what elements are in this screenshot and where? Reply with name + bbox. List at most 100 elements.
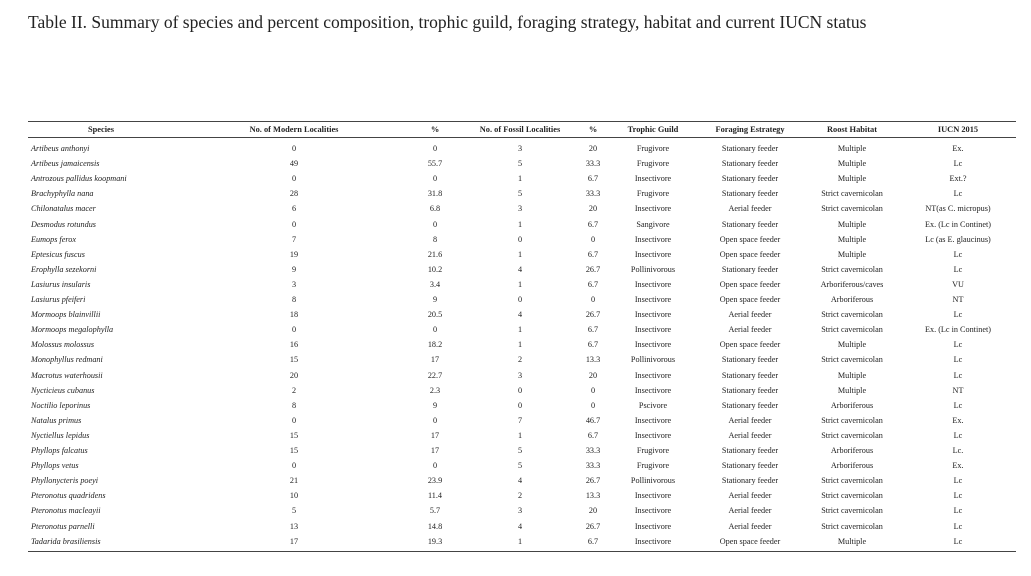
cell-fossil-localities: 0 (517, 385, 523, 395)
cell-modern-localities: 2 (291, 385, 297, 395)
cell-trophic-guild: Insectivore (634, 249, 672, 259)
cell-foraging-strategy: Stationary feeder (721, 385, 779, 395)
cell-modern-localities: 15 (289, 446, 299, 455)
cell-trophic-guild: Insectivore (634, 491, 672, 501)
cell-trophic-guild: Insectivore (634, 310, 672, 320)
cell-species: Mormoops megalophylla (31, 325, 114, 335)
cell-foraging-strategy: Stationary feeder (721, 461, 779, 471)
table-row: Macrotus waterhousii 20 22.7 3 20 Insectivore… (28, 368, 1016, 383)
cell-modern-percent: 2.3 (429, 385, 441, 395)
cell-fossil-percent: 6.7 (587, 325, 599, 335)
cell-trophic-guild: Insectivore (634, 295, 672, 304)
cell-fossil-localities: 1 (517, 174, 523, 184)
cell-modern-localities: 0 (291, 174, 297, 184)
table-caption: Table II. Summary of species and percent… (28, 12, 867, 32)
cell-trophic-guild: Frugivore (636, 461, 670, 471)
cell-foraging-strategy: Open space feeder (719, 234, 781, 244)
cell-modern-percent: 55.7 (427, 159, 443, 169)
cell-modern-percent: 18.2 (427, 340, 443, 350)
cell-fossil-percent: 33.3 (585, 159, 601, 169)
cell-fossil-localities: 3 (517, 506, 523, 516)
cell-species: Pteronotus parnelli (31, 521, 95, 531)
cell-species: Phyllops falcatus (31, 446, 88, 455)
cell-fossil-percent: 6.7 (587, 340, 599, 350)
cell-roost-habitat: Strict cavernicolan (821, 310, 883, 320)
cell-modern-percent: 5.7 (429, 506, 441, 516)
header-trophic-guild: Trophic Guild (627, 125, 679, 134)
cell-roost-habitat: Strict cavernicolan (821, 491, 883, 501)
table-row: Pteronotus quadridens 10 11.4 2 13.3 Insectiv… (28, 488, 1016, 503)
cell-modern-localities: 49 (289, 159, 299, 169)
cell-modern-localities: 20 (289, 370, 299, 380)
cell-foraging-strategy: Aerial feeder (728, 325, 772, 335)
header-fossil-percent: % (588, 125, 598, 134)
table-row: Lasiurus insularis 3 3.4 1 6.7 Insectivore Ope… (28, 277, 1016, 292)
cell-modern-localities: 15 (289, 430, 299, 440)
cell-foraging-strategy: Stationary feeder (721, 400, 779, 410)
header-modern-localities: No. of Modern Localities (249, 125, 339, 134)
cell-fossil-percent: 26.7 (585, 264, 601, 274)
cell-species: Phyllonycteris poeyi (31, 476, 99, 486)
cell-modern-percent: 19.3 (427, 536, 443, 546)
cell-foraging-strategy: Stationary feeder (721, 144, 779, 153)
cell-trophic-guild: Insectivore (634, 204, 672, 214)
cell-species: Phyllops vetus (31, 461, 79, 471)
cell-fossil-localities: 0 (517, 400, 523, 410)
cell-roost-habitat: Strict cavernicolan (821, 506, 883, 516)
cell-iucn-status: Lc (953, 340, 963, 350)
cell-fossil-localities: 5 (517, 189, 523, 199)
table-top-rule (28, 121, 1016, 122)
cell-species: Monophyllus redmani (31, 355, 103, 365)
cell-roost-habitat: Arboriferous (830, 400, 874, 410)
cell-fossil-percent: 26.7 (585, 476, 601, 486)
cell-fossil-percent: 6.7 (587, 430, 599, 440)
cell-fossil-localities: 5 (517, 446, 523, 455)
cell-modern-localities: 18 (289, 310, 299, 320)
cell-roost-habitat: Multiple (837, 144, 867, 153)
cell-species: Erophylla sezekorni (31, 264, 97, 274)
cell-foraging-strategy: Stationary feeder (721, 370, 779, 380)
cell-fossil-percent: 20 (588, 370, 598, 380)
cell-modern-localities: 6 (291, 204, 297, 214)
cell-iucn-status: Lc (as E. glaucinus) (925, 234, 991, 244)
cell-modern-localities: 0 (291, 461, 297, 471)
cell-iucn-status: Lc (953, 430, 963, 440)
table-row: Phyllops falcatus 15 17 5 33.3 Frugivore Stati… (28, 443, 1016, 458)
cell-roost-habitat: Multiple (837, 219, 867, 229)
cell-iucn-status: Ext.? (949, 174, 967, 184)
cell-iucn-status: Lc (953, 264, 963, 274)
cell-foraging-strategy: Stationary feeder (721, 355, 779, 365)
cell-foraging-strategy: Stationary feeder (721, 264, 779, 274)
cell-modern-percent: 20.5 (427, 310, 443, 320)
cell-modern-percent: 8 (432, 234, 438, 244)
table-row: Molossus molossus 16 18.2 1 6.7 Insectivore Op… (28, 337, 1016, 352)
cell-modern-percent: 17 (430, 355, 440, 365)
cell-modern-localities: 0 (291, 219, 297, 229)
cell-species: Natalus primus (31, 415, 82, 425)
cell-modern-percent: 0 (432, 461, 438, 471)
cell-roost-habitat: Strict cavernicolan (821, 204, 883, 214)
cell-roost-habitat: Strict cavernicolan (821, 430, 883, 440)
table-row: Nycticieus cubanus 2 2.3 0 0 Insectivore Stati… (28, 383, 1016, 398)
cell-fossil-percent: 46.7 (585, 415, 601, 425)
cell-trophic-guild: Frugivore (636, 144, 670, 153)
table-row: Mormoops megalophylla 0 0 1 6.7 Insectivore Ae… (28, 322, 1016, 337)
cell-species: Antrozous pallidus koopmani (31, 174, 127, 184)
cell-roost-habitat: Multiple (837, 174, 867, 184)
cell-species: Artibeus jamaicensis (31, 159, 100, 169)
cell-iucn-status: Lc. (952, 446, 964, 455)
cell-fossil-localities: 3 (517, 144, 523, 153)
cell-modern-localities: 7 (291, 234, 297, 244)
cell-modern-percent: 10.2 (427, 264, 443, 274)
cell-modern-percent: 21.6 (427, 249, 443, 259)
cell-trophic-guild: Insectivore (634, 325, 672, 335)
cell-foraging-strategy: Open space feeder (719, 536, 781, 546)
cell-modern-percent: 0 (432, 415, 438, 425)
cell-fossil-localities: 0 (517, 295, 523, 304)
cell-species: Eptesicus fuscus (31, 249, 85, 259)
cell-iucn-status: Lc (953, 370, 963, 380)
cell-fossil-localities: 1 (517, 219, 523, 229)
table-row: Mormoops blainvillii 18 20.5 4 26.7 Insectivo… (28, 307, 1016, 322)
cell-fossil-localities: 2 (517, 355, 523, 365)
cell-fossil-percent: 20 (588, 204, 598, 214)
